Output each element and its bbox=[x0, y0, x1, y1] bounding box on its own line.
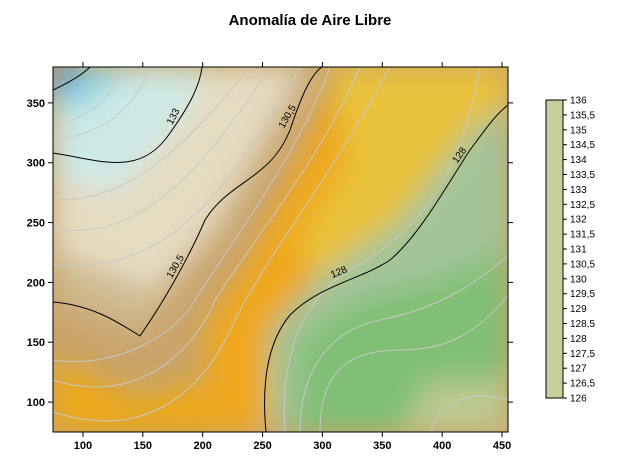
chart-title: Anomalía de Aire Libre bbox=[228, 12, 392, 29]
x-tick-label: 300 bbox=[313, 440, 331, 452]
colorbar-tick-label: 130,5 bbox=[570, 259, 595, 270]
x-tick-label: 200 bbox=[193, 440, 211, 452]
y-tick-label: 250 bbox=[27, 218, 45, 230]
colorbar-tick-label: 130 bbox=[570, 274, 587, 285]
contour-line bbox=[319, 294, 508, 432]
colorbar-gradient bbox=[545, 99, 564, 399]
contour-line bbox=[53, 67, 251, 201]
heatmap-color-blobs bbox=[53, 67, 508, 432]
colorbar-tick-label: 132 bbox=[570, 215, 587, 226]
contour-line bbox=[53, 67, 126, 126]
x-tick-label: 100 bbox=[74, 440, 92, 452]
colorbar-tick-label: 133,5 bbox=[570, 170, 595, 181]
heatmap-surface bbox=[53, 67, 508, 432]
colorbar-tick-label: 131 bbox=[570, 245, 587, 256]
colorbar-tick-label: 132,5 bbox=[570, 200, 595, 211]
minor-contours bbox=[53, 67, 508, 432]
colorbar-tick-label: 135,5 bbox=[570, 110, 595, 121]
colorbar-tick-label: 129 bbox=[570, 304, 587, 315]
contour-line bbox=[299, 254, 508, 432]
colorbar-tick-label: 133 bbox=[570, 185, 587, 196]
contour-line bbox=[264, 104, 508, 432]
contour-line bbox=[283, 67, 481, 432]
contour-line bbox=[53, 67, 361, 388]
contour-line bbox=[53, 67, 323, 337]
contour-line bbox=[53, 67, 91, 91]
contour-line bbox=[429, 395, 508, 432]
contour-line bbox=[53, 67, 391, 422]
colorbar-tick-label: 126,5 bbox=[570, 379, 595, 390]
heatmap-zone-green-pale bbox=[400, 380, 508, 432]
colorbar-tick-label: 134,5 bbox=[570, 140, 595, 151]
y-tick-label: 350 bbox=[27, 98, 45, 110]
x-tick-label: 250 bbox=[253, 440, 271, 452]
heatmap-zone-yellow bbox=[300, 67, 508, 290]
axes: 100 150 200 250 300 350 400 450 100 150 200 250 300 3… bbox=[27, 62, 513, 452]
contour-line bbox=[53, 67, 151, 141]
colorbar-tick-label: 134 bbox=[570, 155, 587, 166]
x-tick-label: 150 bbox=[134, 440, 152, 452]
y-tick-label: 200 bbox=[27, 277, 45, 289]
colorbar-tick-label: 131,5 bbox=[570, 230, 595, 241]
colorbar-tick-label: 129,5 bbox=[570, 289, 595, 300]
contour-line bbox=[53, 67, 271, 232]
heatmap-zone-peak bbox=[53, 67, 80, 92]
colorbar-tick-label: 126 bbox=[570, 394, 587, 405]
colorbar-tick-label: 127 bbox=[570, 364, 587, 375]
x-tick-label: 450 bbox=[493, 440, 511, 452]
plot-frame bbox=[52, 66, 509, 433]
contour-line bbox=[53, 67, 301, 267]
y-tick-label: 100 bbox=[27, 397, 45, 409]
contour-line bbox=[53, 67, 331, 362]
x-tick-label: 350 bbox=[373, 440, 391, 452]
colorbar: 136 135,5 135 134,5 134 133,5 133 132,5 132 131,5… bbox=[545, 96, 595, 405]
y-tick-label: 300 bbox=[27, 158, 45, 170]
x-tick-label: 400 bbox=[433, 440, 451, 452]
colorbar-tick-label: 135 bbox=[570, 125, 587, 136]
major-contours bbox=[53, 67, 508, 432]
heatmap-zone-orange-low bbox=[53, 360, 215, 432]
colorbar-tick-label: 136 bbox=[570, 96, 587, 107]
contour-line bbox=[53, 67, 203, 163]
colorbar-tick-label: 127,5 bbox=[570, 349, 595, 360]
colorbar-tick-label: 128 bbox=[570, 334, 587, 345]
y-tick-label: 150 bbox=[27, 337, 45, 349]
colorbar-tick-label: 128,5 bbox=[570, 319, 595, 330]
